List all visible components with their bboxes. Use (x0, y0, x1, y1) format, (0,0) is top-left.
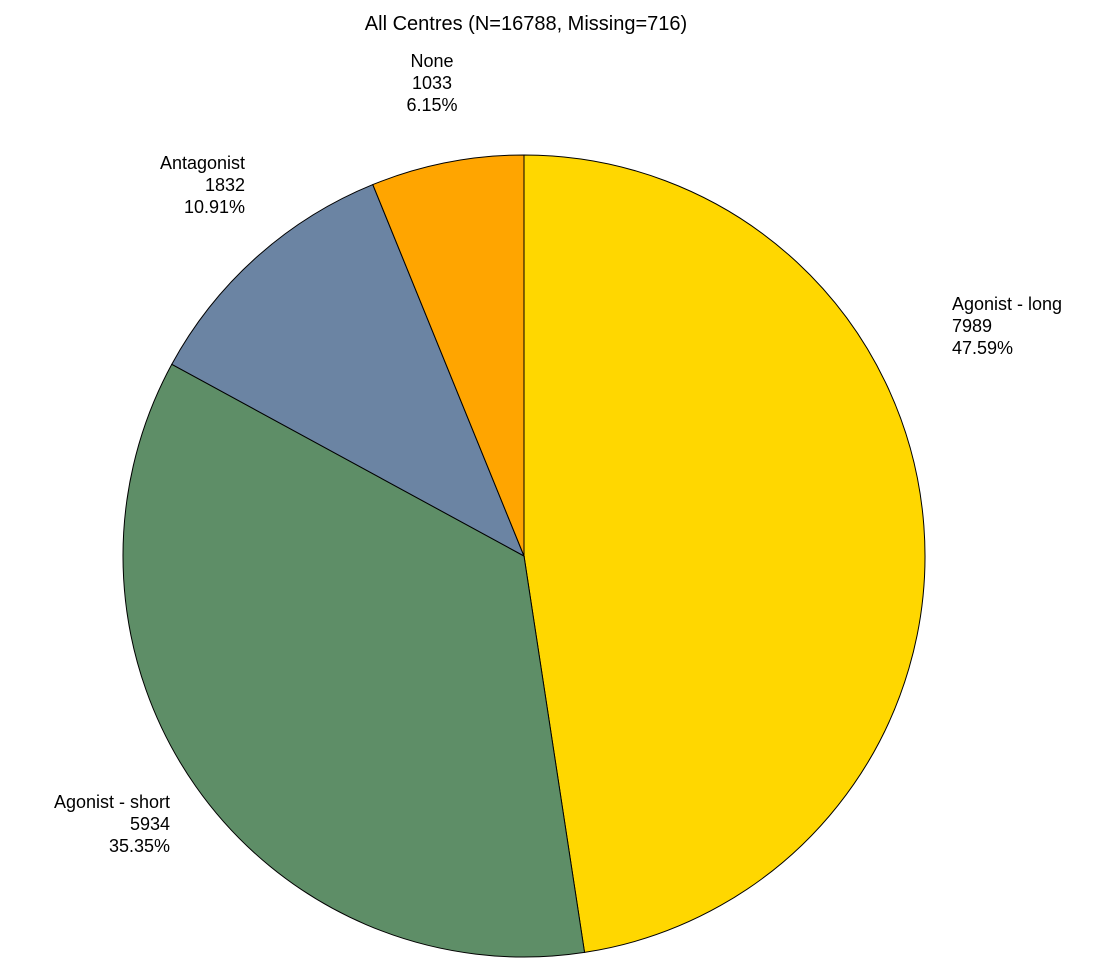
pie-slices (122, 154, 926, 958)
slice-label-value-agonist-short: 5934 (130, 814, 170, 834)
slice-label-percent-agonist-long: 47.59% (952, 338, 1013, 358)
slice-label-value-agonist-long: 7989 (952, 316, 992, 336)
slice-label-percent-antagonist: 10.91% (184, 197, 245, 217)
slice-label-name-agonist-long: Agonist - long (952, 294, 1062, 314)
slice-label-percent-agonist-short: 35.35% (109, 836, 170, 856)
slice-label-name-antagonist: Antagonist (160, 153, 245, 173)
pie-slice-antagonist (171, 183, 525, 558)
slice-label-percent-none: 6.15% (406, 95, 457, 115)
pie-slice-agonist-long (523, 154, 926, 953)
slice-label-value-none: 1033 (412, 73, 452, 93)
slice-label-value-antagonist: 1832 (205, 175, 245, 195)
pie-slice-agonist-short (122, 363, 586, 958)
slice-label-name-none: None (410, 51, 453, 71)
chart-title: All Centres (N=16788, Missing=716) (365, 13, 687, 35)
slice-label-name-agonist-short: Agonist - short (54, 792, 170, 812)
pie-slice-none (372, 154, 525, 557)
